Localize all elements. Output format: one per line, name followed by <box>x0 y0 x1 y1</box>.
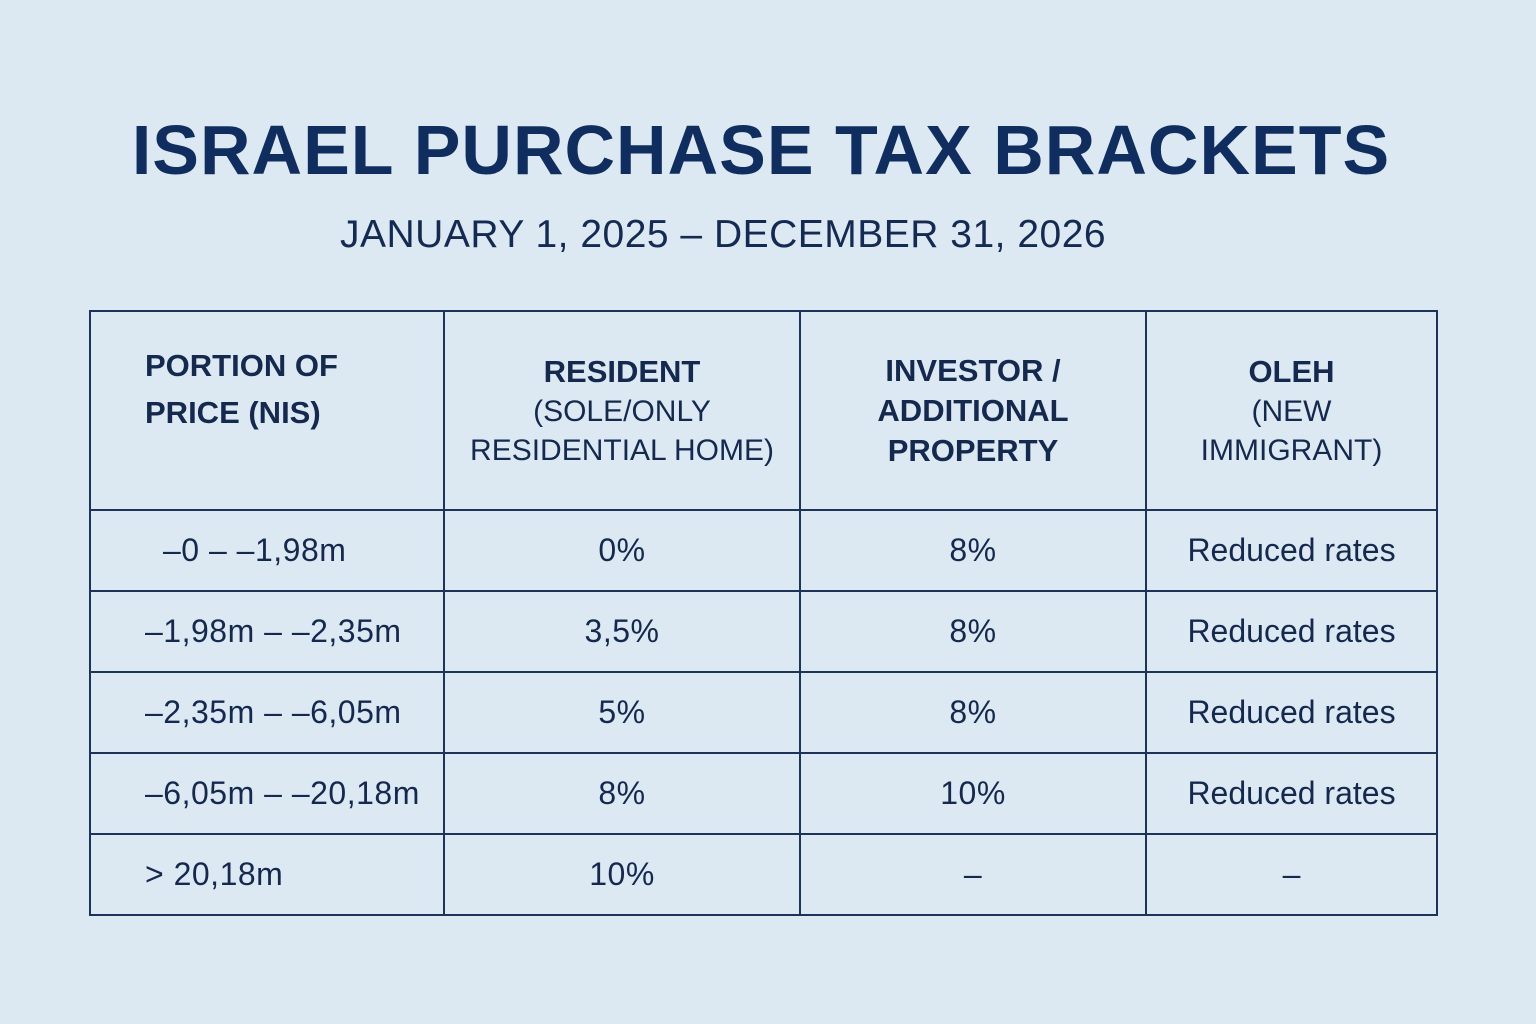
column-header-label: OLEH <box>1248 353 1335 389</box>
date-range-subtitle: JANUARY 1, 2025 – DECEMBER 31, 2026 <box>340 213 1107 256</box>
column-header-sublabel: (NEW IMMIGRANT) <box>1200 394 1383 467</box>
cell-resident-rate: 8% <box>443 752 801 835</box>
cell-portion: –1,98m – –2,35m <box>89 590 445 673</box>
table-row: > 20,18m 10% – – <box>89 833 1438 916</box>
cell-investor-rate: 8% <box>799 590 1147 673</box>
tax-brackets-table: PORTION OF PRICE (NIS) RESIDENT (SOLE/ON… <box>89 310 1438 916</box>
table-body: –0 – –1,98m 0% 8% Reduced rates –1,98m –… <box>89 509 1438 916</box>
cell-portion: –6,05m – –20,18m <box>89 752 445 835</box>
cell-investor-rate: 8% <box>799 509 1147 592</box>
column-header-label: INVESTOR / ADDITIONAL PROPERTY <box>877 352 1069 468</box>
header-row: PORTION OF PRICE (NIS) RESIDENT (SOLE/ON… <box>89 310 1438 511</box>
column-header-label: RESIDENT <box>543 353 701 389</box>
cell-resident-rate: 10% <box>443 833 801 916</box>
cell-investor-rate: 10% <box>799 752 1147 835</box>
page-title: ISRAEL PURCHASE TAX BRACKETS <box>131 111 1391 189</box>
table-row: –6,05m – –20,18m 8% 10% Reduced rates <box>89 752 1438 835</box>
column-header-sublabel: (SOLE/ONLY RESIDENTIAL HOME) <box>470 394 774 467</box>
cell-oleh-rate: Reduced rates <box>1145 509 1438 592</box>
cell-oleh-rate: Reduced rates <box>1145 752 1438 835</box>
cell-oleh-rate: Reduced rates <box>1145 590 1438 673</box>
cell-resident-rate: 3,5% <box>443 590 801 673</box>
cell-portion: –0 – –1,98m <box>89 509 445 592</box>
cell-investor-rate: 8% <box>799 671 1147 754</box>
column-header-portion: PORTION OF PRICE (NIS) <box>89 310 445 511</box>
column-header-investor: INVESTOR / ADDITIONAL PROPERTY <box>799 310 1147 511</box>
table-row: –2,35m – –6,05m 5% 8% Reduced rates <box>89 671 1438 754</box>
table-header: PORTION OF PRICE (NIS) RESIDENT (SOLE/ON… <box>89 310 1438 511</box>
column-header-label: PORTION OF PRICE (NIS) <box>145 348 338 430</box>
table-row: –0 – –1,98m 0% 8% Reduced rates <box>89 509 1438 592</box>
cell-investor-rate: – <box>799 833 1147 916</box>
cell-oleh-rate: – <box>1145 833 1438 916</box>
cell-oleh-rate: Reduced rates <box>1145 671 1438 754</box>
column-header-oleh: OLEH (NEW IMMIGRANT) <box>1145 310 1438 511</box>
column-header-resident: RESIDENT (SOLE/ONLY RESIDENTIAL HOME) <box>443 310 801 511</box>
table-row: –1,98m – –2,35m 3,5% 8% Reduced rates <box>89 590 1438 673</box>
cell-resident-rate: 0% <box>443 509 801 592</box>
cell-portion: > 20,18m <box>89 833 445 916</box>
cell-portion: –2,35m – –6,05m <box>89 671 445 754</box>
cell-resident-rate: 5% <box>443 671 801 754</box>
